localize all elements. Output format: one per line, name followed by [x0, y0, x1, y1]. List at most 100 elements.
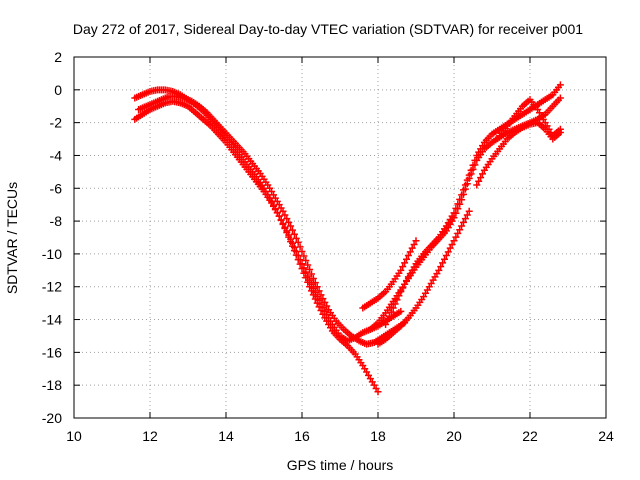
data-point — [317, 307, 325, 315]
data-point — [294, 238, 302, 246]
data-point — [294, 256, 302, 264]
data-point — [311, 279, 319, 287]
x-tick-label: 16 — [294, 428, 310, 444]
y-axis-label: SDTVAR / TECUs — [4, 182, 20, 294]
data-point — [456, 200, 464, 208]
data-point — [389, 304, 397, 312]
data-point — [285, 218, 293, 226]
y-tick-label: -6 — [50, 180, 63, 196]
data-point — [296, 243, 304, 251]
data-point — [442, 252, 450, 260]
data-point — [306, 283, 314, 291]
series-track-3 — [135, 92, 409, 348]
data-point — [321, 298, 329, 306]
data-point — [403, 255, 410, 263]
data-point — [458, 196, 466, 204]
data-point — [471, 161, 479, 169]
data-point — [313, 299, 321, 307]
data-point — [279, 220, 287, 228]
data-point — [319, 310, 327, 318]
data-point — [315, 303, 323, 311]
data-point — [289, 226, 296, 234]
y-tick-label: 2 — [54, 49, 62, 65]
data-point — [437, 263, 445, 271]
data-point — [399, 263, 407, 271]
data-point — [439, 259, 447, 267]
x-tick-label: 12 — [142, 428, 158, 444]
plot-frame — [73, 56, 607, 419]
x-tick-label: 18 — [370, 428, 386, 444]
data-point — [444, 248, 452, 256]
data-point — [387, 308, 395, 316]
data-point — [441, 255, 448, 263]
data-point — [452, 209, 460, 217]
data-point — [556, 125, 564, 133]
data-point — [296, 260, 304, 268]
data-point — [273, 208, 281, 216]
series-track-7 — [359, 237, 420, 312]
axis-ticks: 10 12 14 16 18 20 22 2420-2-4-6-8-10-12-14-16-1… — [42, 49, 614, 444]
data-point — [460, 190, 467, 198]
data-point — [450, 237, 458, 245]
data-point — [450, 214, 458, 222]
y-tick-label: -18 — [42, 377, 62, 393]
x-tick-label: 20 — [446, 428, 462, 444]
data-point — [290, 247, 298, 255]
data-point — [412, 237, 420, 245]
data-point — [311, 295, 319, 303]
data-point — [302, 274, 310, 282]
x-tick-label: 10 — [66, 428, 82, 444]
data-point — [397, 307, 405, 315]
data-point — [454, 205, 462, 213]
data-point — [279, 207, 287, 215]
y-tick-label: -20 — [42, 410, 62, 426]
data-point — [315, 287, 323, 295]
data-point — [446, 244, 454, 252]
data-point — [458, 222, 466, 230]
data-point — [304, 278, 312, 286]
data-point — [309, 291, 317, 299]
data-point — [275, 212, 283, 220]
data-point — [406, 248, 414, 256]
data-point — [454, 229, 462, 237]
data-point — [292, 234, 300, 242]
data-point — [477, 174, 485, 182]
series-track-5 — [366, 94, 564, 333]
data-point — [319, 295, 327, 303]
data-point — [467, 170, 475, 178]
data-point — [300, 252, 308, 260]
data-point — [317, 291, 325, 299]
data-point — [556, 81, 564, 89]
data-point — [385, 312, 393, 320]
data-point — [281, 211, 289, 219]
series-track-2 — [131, 86, 382, 396]
data-point — [461, 215, 469, 223]
data-point — [475, 177, 483, 185]
data-point — [469, 165, 477, 173]
chart-title: Day 272 of 2017, Sidereal Day-to-day VTE… — [73, 21, 583, 37]
x-tick-label: 14 — [218, 428, 234, 444]
data-point — [556, 94, 564, 102]
data-point — [382, 320, 390, 328]
data-point — [323, 302, 331, 310]
data-point — [374, 388, 382, 396]
data-point — [435, 266, 443, 274]
data-point — [298, 247, 306, 255]
data-points — [131, 81, 564, 396]
y-tick-label: -12 — [42, 279, 62, 295]
y-tick-label: -16 — [42, 344, 62, 360]
data-point — [456, 226, 464, 234]
data-point — [298, 265, 306, 273]
x-tick-label: 24 — [598, 428, 614, 444]
data-point — [308, 270, 315, 278]
data-point — [397, 266, 405, 274]
data-point — [479, 170, 486, 178]
data-point — [304, 261, 312, 269]
data-point — [463, 180, 471, 188]
y-tick-label: -14 — [42, 312, 62, 328]
data-point — [460, 218, 467, 226]
data-point — [290, 230, 298, 238]
data-point — [271, 205, 279, 213]
data-point — [461, 185, 469, 193]
series-track-9 — [496, 96, 564, 140]
